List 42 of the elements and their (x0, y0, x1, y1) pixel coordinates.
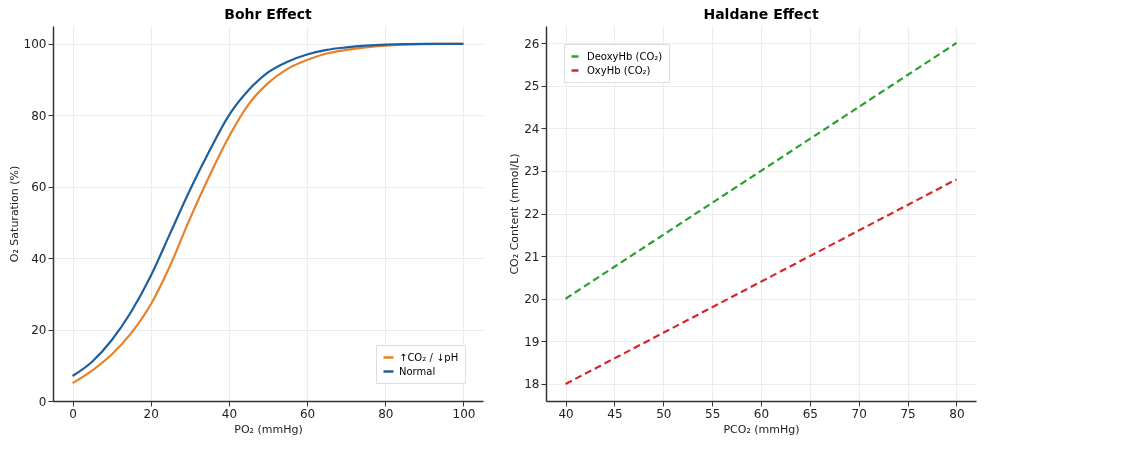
x-tick-label: 55 (705, 406, 721, 421)
x-tick-label: 40 (221, 406, 238, 421)
legend-label: DeoxyHb (CO₂) (587, 50, 663, 62)
x-tick-label: 70 (851, 406, 867, 421)
y-tick-label: 21 (524, 249, 540, 264)
y-tick-label: 0 (38, 394, 47, 409)
x-tick-label: 45 (607, 406, 623, 421)
y-tick-label: 25 (524, 79, 540, 94)
x-tick-label: 60 (299, 406, 316, 421)
y-axis-title: O₂ Saturation (%) (7, 165, 21, 263)
x-tick-label: 50 (656, 406, 672, 421)
x-tick-label: 100 (452, 406, 476, 421)
y-tick-label: 60 (31, 180, 47, 195)
x-axis-title: PCO₂ (mmHg) (723, 422, 800, 436)
y-tick-label: 23 (524, 164, 540, 179)
x-tick-label: 40 (558, 406, 574, 421)
y-tick-label: 22 (524, 207, 540, 221)
chart-title: Bohr Effect (224, 6, 313, 22)
x-tick-label: 65 (802, 406, 818, 421)
legend-label: OxyHb (CO₂) (587, 64, 651, 76)
x-axis-title: PO₂ (mmHg) (234, 422, 303, 436)
y-tick-label: 18 (524, 377, 540, 392)
y-tick-label: 100 (23, 37, 47, 52)
line-series (564, 178, 958, 386)
line-series (564, 41, 958, 300)
x-tick-label: 75 (900, 406, 916, 421)
x-tick-label: 20 (143, 406, 159, 421)
y-tick-label: 20 (31, 323, 47, 338)
x-tick-label: 60 (753, 406, 770, 421)
y-tick-label: 80 (31, 108, 47, 123)
y-tick-label: 19 (524, 334, 540, 349)
chart-title: Haldane Effect (703, 6, 819, 22)
x-tick-label: 0 (69, 406, 77, 421)
x-tick-label: 80 (949, 406, 965, 421)
y-tick-label: 40 (31, 251, 47, 266)
y-tick-label: 26 (524, 36, 540, 51)
x-tick-label: 80 (378, 406, 394, 421)
legend-label: ↑CO₂ / ↓pH (399, 351, 459, 363)
y-axis-title: CO₂ Content (mmol/L) (508, 153, 522, 275)
y-tick-label: 24 (524, 121, 540, 136)
y-tick-label: 20 (524, 292, 540, 307)
legend-label: Normal (399, 365, 436, 377)
